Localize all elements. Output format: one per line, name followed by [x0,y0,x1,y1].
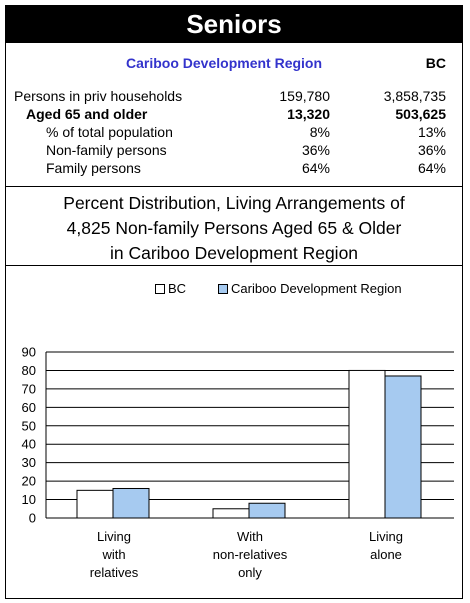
chart-title-line: Percent Distribution, Living Arrangement… [63,193,405,213]
stats-row-label: % of total population [46,124,173,140]
legend-swatch [218,283,228,294]
stats-row-region-value: 64% [301,160,330,176]
y-tick-label: 60 [22,400,36,415]
stats-row: % of total population 8% 13% [6,123,462,141]
y-tick-label: 80 [22,363,36,378]
legend-swatch [155,283,165,294]
bar [112,487,150,519]
region-column-header: Cariboo Development Region [126,55,323,71]
bar [212,508,250,519]
y-tick-label: 50 [22,418,36,433]
y-tick-label: 20 [22,474,36,489]
stats-row-bc-value: 13% [417,124,446,140]
stats-row-label: Non-family persons [46,142,167,158]
y-tick-label: 40 [22,437,36,452]
bar [384,375,422,519]
y-tick-label: 90 [22,345,36,360]
stats-row: Family persons 64% 64% [6,159,462,177]
category-label: with [101,547,125,562]
y-tick-label: 0 [29,511,36,526]
stats-row: Aged 65 and older 13,320 503,625 [6,105,462,123]
stats-row-bc-value: 503,625 [395,106,446,122]
stats-row: Persons in priv households 159,780 3,858… [6,87,462,105]
y-tick-label: 70 [22,381,36,396]
bar [348,369,386,519]
stats-row-label: Aged 65 and older [26,106,148,122]
y-tick-label: 10 [22,492,36,507]
stats-row-bc-value: 36% [417,142,446,158]
legend-label: Cariboo Development Region [231,281,402,296]
chart-title-line: in Cariboo Development Region [109,243,359,263]
stats-row-bc-value: 3,858,735 [383,88,446,104]
category-label: relatives [90,565,139,580]
chart-legend: BC Cariboo Development Region [6,281,462,297]
legend-label: BC [168,281,187,296]
category-label: alone [370,547,402,562]
bc-column-header: BC [425,55,446,71]
category-label: Living [369,529,403,544]
bar-chart: BC Cariboo Development Region 0 10 20 30 40 5… [6,267,462,598]
legend-item-region: Cariboo Development Region [218,281,402,296]
stats-table: Cariboo Development Region BC Persons in… [6,43,462,187]
category-label: Living [97,529,131,544]
chart-plot: 0 10 20 30 40 50 60 70 80 90 Living with relatives Wi… [22,345,454,580]
stats-row-region-value: 159,780 [279,88,330,104]
chart-title-line: 4,825 Non-family Persons Aged 65 & Older [66,218,402,238]
panel-title: Seniors [6,6,462,43]
category-label: With [237,529,263,544]
bar [76,489,114,519]
chart-title: Percent Distribution, Living Arrangement… [6,188,462,266]
stats-row-region-value: 36% [301,142,330,158]
legend-item-bc: BC [155,281,186,296]
stats-row-label: Persons in priv households [14,88,183,104]
seniors-panel: Seniors Cariboo Development Region BC Pe… [5,5,463,599]
y-tick-label: 30 [22,455,36,470]
stats-row-region-value: 13,320 [287,106,330,122]
stats-row-label: Family persons [46,160,141,176]
stats-row-region-value: 8% [309,124,330,140]
stats-row: Non-family persons 36% 36% [6,141,462,159]
bar [248,502,286,519]
category-label: non-relatives [213,547,288,562]
category-label: only [238,565,262,580]
stats-row-bc-value: 64% [417,160,446,176]
